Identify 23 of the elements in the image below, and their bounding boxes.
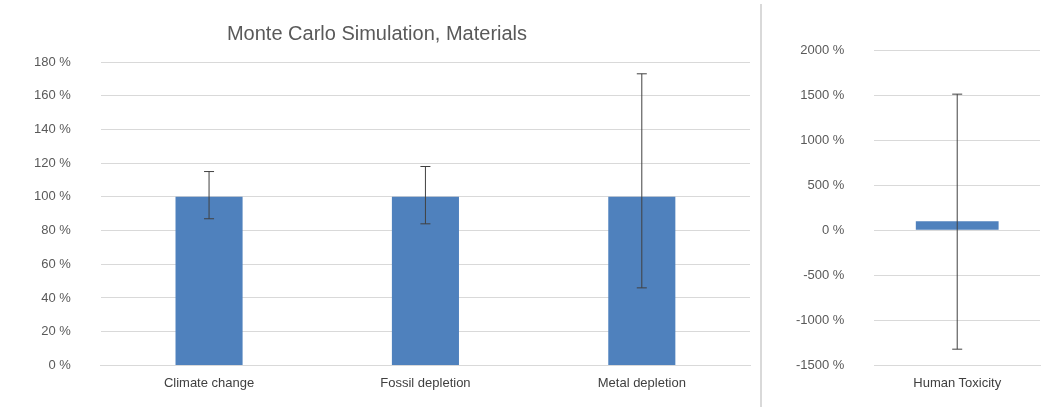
y-tick-label: 180 %: [33, 53, 72, 69]
y-tick-label: 2000 %: [800, 41, 845, 57]
y-tick-label: 0 %: [822, 221, 845, 237]
y-tick-label: 60 %: [41, 255, 72, 271]
chart-title: Monte Carlo Simulation, Materials: [226, 21, 528, 44]
y-tick-label: 80 %: [41, 222, 72, 238]
y-tick-label: 1500 %: [800, 86, 845, 102]
y-tick-label: 40 %: [41, 289, 72, 305]
y-tick-label: -500 %: [803, 266, 845, 282]
y-tick-label: 120 %: [33, 154, 72, 170]
x-tick-label: Climate change: [163, 374, 255, 390]
y-tick-label: 100 %: [33, 188, 72, 204]
x-tick-label: Fossil depletion: [380, 374, 471, 390]
y-tick-label: -1000 %: [796, 311, 845, 327]
y-tick-label: 140 %: [33, 121, 72, 136]
y-tick-label: 160 %: [33, 87, 72, 103]
y-tick-label: 0 %: [48, 356, 72, 372]
x-tick-label: Metal depletion: [597, 374, 686, 390]
y-tick-label: 1000 %: [800, 131, 845, 147]
x-tick-label: Human Toxicity: [913, 374, 1002, 390]
y-tick-label: 500 %: [807, 176, 845, 192]
y-tick-label: -1500 %: [796, 356, 845, 372]
y-tick-label: 20 %: [41, 323, 72, 339]
